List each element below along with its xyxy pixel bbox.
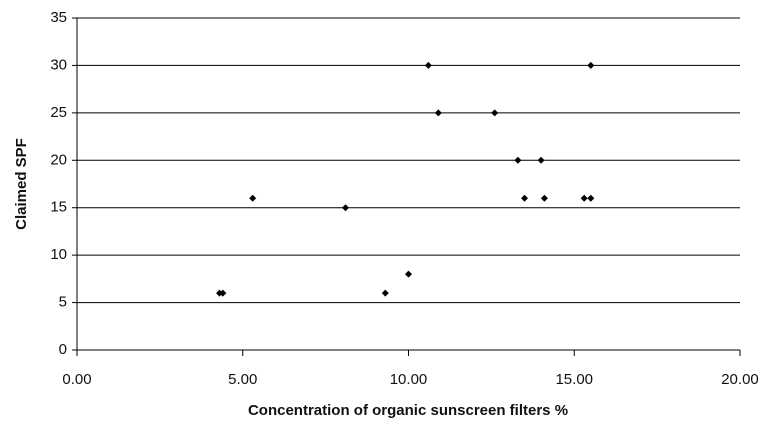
- y-tick-label: 10: [50, 246, 67, 263]
- point: [537, 156, 545, 164]
- point: [587, 194, 595, 202]
- point: [434, 109, 442, 117]
- point: [587, 61, 595, 69]
- x-tick-label: 15.00: [555, 371, 593, 388]
- point: [580, 194, 588, 202]
- point: [219, 289, 227, 297]
- x-tick-label: 20.00: [721, 371, 759, 388]
- x-tick-label: 0.00: [62, 371, 91, 388]
- y-tick-label: 5: [59, 294, 67, 311]
- y-tick-label: 15: [50, 199, 67, 216]
- point: [491, 109, 499, 117]
- y-tick-label: 0: [59, 341, 67, 358]
- y-axis-label: Claimed SPF: [13, 138, 30, 230]
- point: [514, 156, 522, 164]
- y-tick-label: 20: [50, 151, 67, 168]
- y-tick-label: 30: [50, 56, 67, 73]
- x-tick-label: 10.00: [390, 371, 428, 388]
- point: [521, 194, 529, 202]
- point: [342, 204, 350, 212]
- point: [405, 270, 412, 278]
- x-tick-label: 5.00: [228, 371, 257, 388]
- point: [424, 61, 432, 69]
- x-axis-label: Concentration of organic sunscreen filte…: [248, 402, 568, 419]
- point: [381, 289, 389, 297]
- point: [540, 194, 548, 202]
- y-tick-label: 35: [50, 9, 67, 26]
- point: [249, 194, 257, 202]
- y-tick-label: 25: [50, 104, 67, 121]
